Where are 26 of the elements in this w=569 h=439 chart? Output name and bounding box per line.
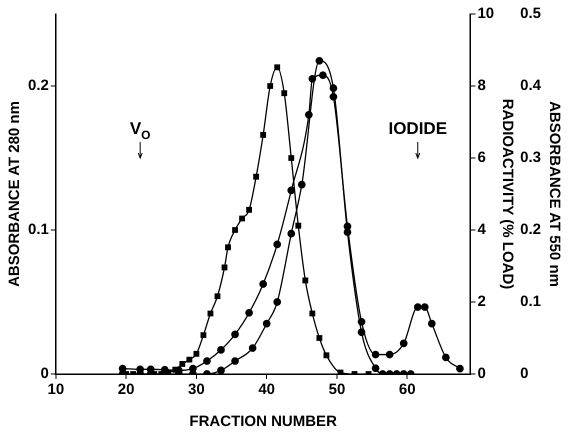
y2-tick-label: 8	[477, 77, 486, 94]
y3-tick-label: 0.2	[520, 221, 542, 238]
x-tick-label: 20	[118, 381, 134, 398]
y2-tick-label: 4	[477, 221, 486, 238]
x-tick-label: 60	[398, 381, 416, 398]
y3-tick-label: 0.5	[520, 5, 542, 22]
y2-tick-label: 2	[477, 293, 486, 310]
y3-axis-title: ABSORBANCE AT 550 nm	[546, 101, 563, 287]
y2-axis-title: RADIOACTIVITY (% LOAD)	[499, 98, 516, 290]
x-tick-label: 30	[188, 381, 205, 398]
y-axis-title: ABSORBANCE AT 280 nm	[6, 101, 24, 287]
x-tick-label: 50	[328, 381, 346, 398]
y3-tick-label: 0	[520, 365, 528, 382]
y3-tick-label: 0.3	[520, 149, 542, 166]
y2-tick-label: 6	[477, 149, 486, 166]
y2-tick-label: 10	[477, 5, 494, 22]
y3-tick-label: 0.1	[520, 293, 542, 310]
x-tick-label: 40	[258, 381, 276, 398]
y2-tick-label: 0	[477, 365, 486, 382]
y-tick-label: 0	[40, 365, 49, 382]
x-axis-title: FRACTION NUMBER	[189, 413, 338, 430]
y-tick-label: 0.2	[28, 77, 49, 94]
y-tick-label: 0.1	[28, 221, 49, 238]
annotation: IODIDE	[388, 119, 448, 138]
y3-tick-label: 0.4	[520, 77, 542, 94]
x-tick-label: 10	[48, 381, 64, 398]
